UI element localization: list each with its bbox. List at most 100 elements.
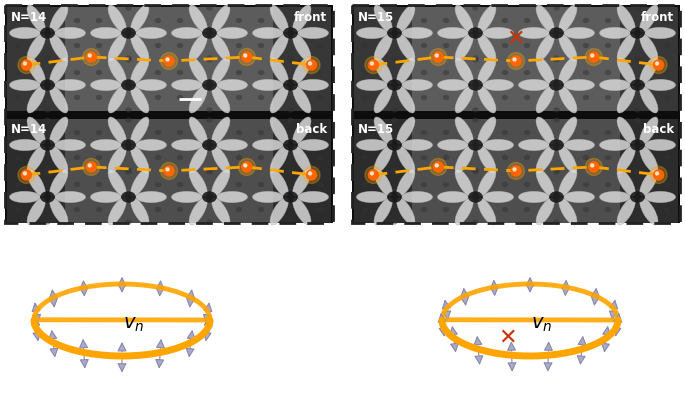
Circle shape: [238, 158, 256, 175]
Ellipse shape: [74, 70, 80, 75]
Ellipse shape: [131, 169, 149, 196]
Ellipse shape: [27, 198, 45, 225]
Ellipse shape: [155, 155, 161, 160]
Ellipse shape: [236, 207, 242, 212]
Ellipse shape: [155, 70, 161, 75]
Ellipse shape: [469, 27, 483, 39]
Ellipse shape: [664, 207, 670, 212]
Ellipse shape: [469, 79, 483, 91]
Ellipse shape: [443, 95, 449, 100]
Ellipse shape: [10, 139, 40, 151]
Ellipse shape: [258, 130, 264, 135]
Ellipse shape: [212, 57, 230, 84]
Ellipse shape: [421, 207, 427, 212]
Ellipse shape: [236, 182, 242, 187]
Ellipse shape: [15, 207, 21, 212]
Ellipse shape: [455, 34, 473, 61]
Ellipse shape: [155, 18, 161, 23]
Ellipse shape: [421, 130, 427, 135]
Ellipse shape: [287, 107, 294, 112]
Circle shape: [650, 56, 667, 73]
Circle shape: [166, 168, 169, 171]
Ellipse shape: [605, 70, 611, 75]
Ellipse shape: [559, 34, 577, 61]
Ellipse shape: [15, 155, 21, 160]
Ellipse shape: [136, 27, 166, 39]
Circle shape: [18, 166, 35, 183]
Ellipse shape: [553, 107, 560, 112]
Ellipse shape: [15, 95, 21, 100]
Bar: [273, 7, 331, 111]
Ellipse shape: [45, 58, 51, 62]
Circle shape: [435, 54, 438, 57]
Ellipse shape: [316, 182, 323, 187]
Ellipse shape: [472, 107, 479, 112]
Ellipse shape: [549, 139, 564, 151]
Ellipse shape: [155, 130, 161, 135]
Ellipse shape: [617, 34, 635, 61]
Ellipse shape: [177, 70, 184, 75]
Circle shape: [160, 52, 177, 69]
Ellipse shape: [270, 34, 288, 61]
Ellipse shape: [362, 18, 369, 23]
Ellipse shape: [583, 182, 589, 187]
Ellipse shape: [90, 139, 121, 151]
Ellipse shape: [74, 155, 80, 160]
Ellipse shape: [634, 219, 640, 224]
Ellipse shape: [553, 169, 560, 174]
Ellipse shape: [477, 117, 496, 144]
Ellipse shape: [253, 27, 283, 39]
Ellipse shape: [15, 70, 21, 75]
Circle shape: [242, 52, 252, 62]
Ellipse shape: [45, 55, 51, 60]
Ellipse shape: [177, 182, 184, 187]
Ellipse shape: [131, 198, 149, 225]
Ellipse shape: [206, 58, 213, 62]
Ellipse shape: [292, 34, 311, 61]
Circle shape: [511, 56, 521, 66]
Ellipse shape: [421, 182, 427, 187]
Ellipse shape: [501, 70, 508, 75]
Circle shape: [242, 162, 252, 172]
Ellipse shape: [421, 18, 427, 23]
Ellipse shape: [664, 95, 670, 100]
Ellipse shape: [477, 34, 496, 61]
Ellipse shape: [583, 155, 589, 160]
Ellipse shape: [316, 207, 323, 212]
Ellipse shape: [630, 191, 645, 203]
Ellipse shape: [640, 34, 658, 61]
Ellipse shape: [664, 18, 670, 23]
Ellipse shape: [136, 139, 166, 151]
Ellipse shape: [664, 130, 670, 135]
Ellipse shape: [402, 191, 432, 203]
Ellipse shape: [402, 139, 432, 151]
Ellipse shape: [640, 169, 658, 196]
Ellipse shape: [108, 86, 126, 113]
Ellipse shape: [374, 5, 393, 32]
Circle shape: [308, 62, 312, 65]
Ellipse shape: [121, 139, 136, 151]
Ellipse shape: [287, 169, 294, 174]
Ellipse shape: [236, 43, 242, 48]
Circle shape: [513, 58, 516, 61]
Ellipse shape: [443, 70, 449, 75]
Ellipse shape: [362, 182, 369, 187]
Ellipse shape: [397, 34, 415, 61]
Ellipse shape: [108, 169, 126, 196]
Ellipse shape: [501, 95, 508, 100]
Ellipse shape: [564, 139, 595, 151]
Ellipse shape: [634, 167, 640, 172]
Ellipse shape: [356, 191, 387, 203]
Ellipse shape: [524, 182, 530, 187]
Ellipse shape: [501, 18, 508, 23]
Ellipse shape: [472, 117, 479, 123]
Ellipse shape: [283, 191, 298, 203]
Ellipse shape: [131, 86, 149, 113]
Ellipse shape: [524, 43, 530, 48]
Ellipse shape: [536, 169, 554, 196]
Ellipse shape: [212, 5, 230, 32]
Circle shape: [585, 158, 602, 175]
Ellipse shape: [125, 58, 132, 62]
Ellipse shape: [96, 182, 102, 187]
Ellipse shape: [617, 86, 635, 113]
